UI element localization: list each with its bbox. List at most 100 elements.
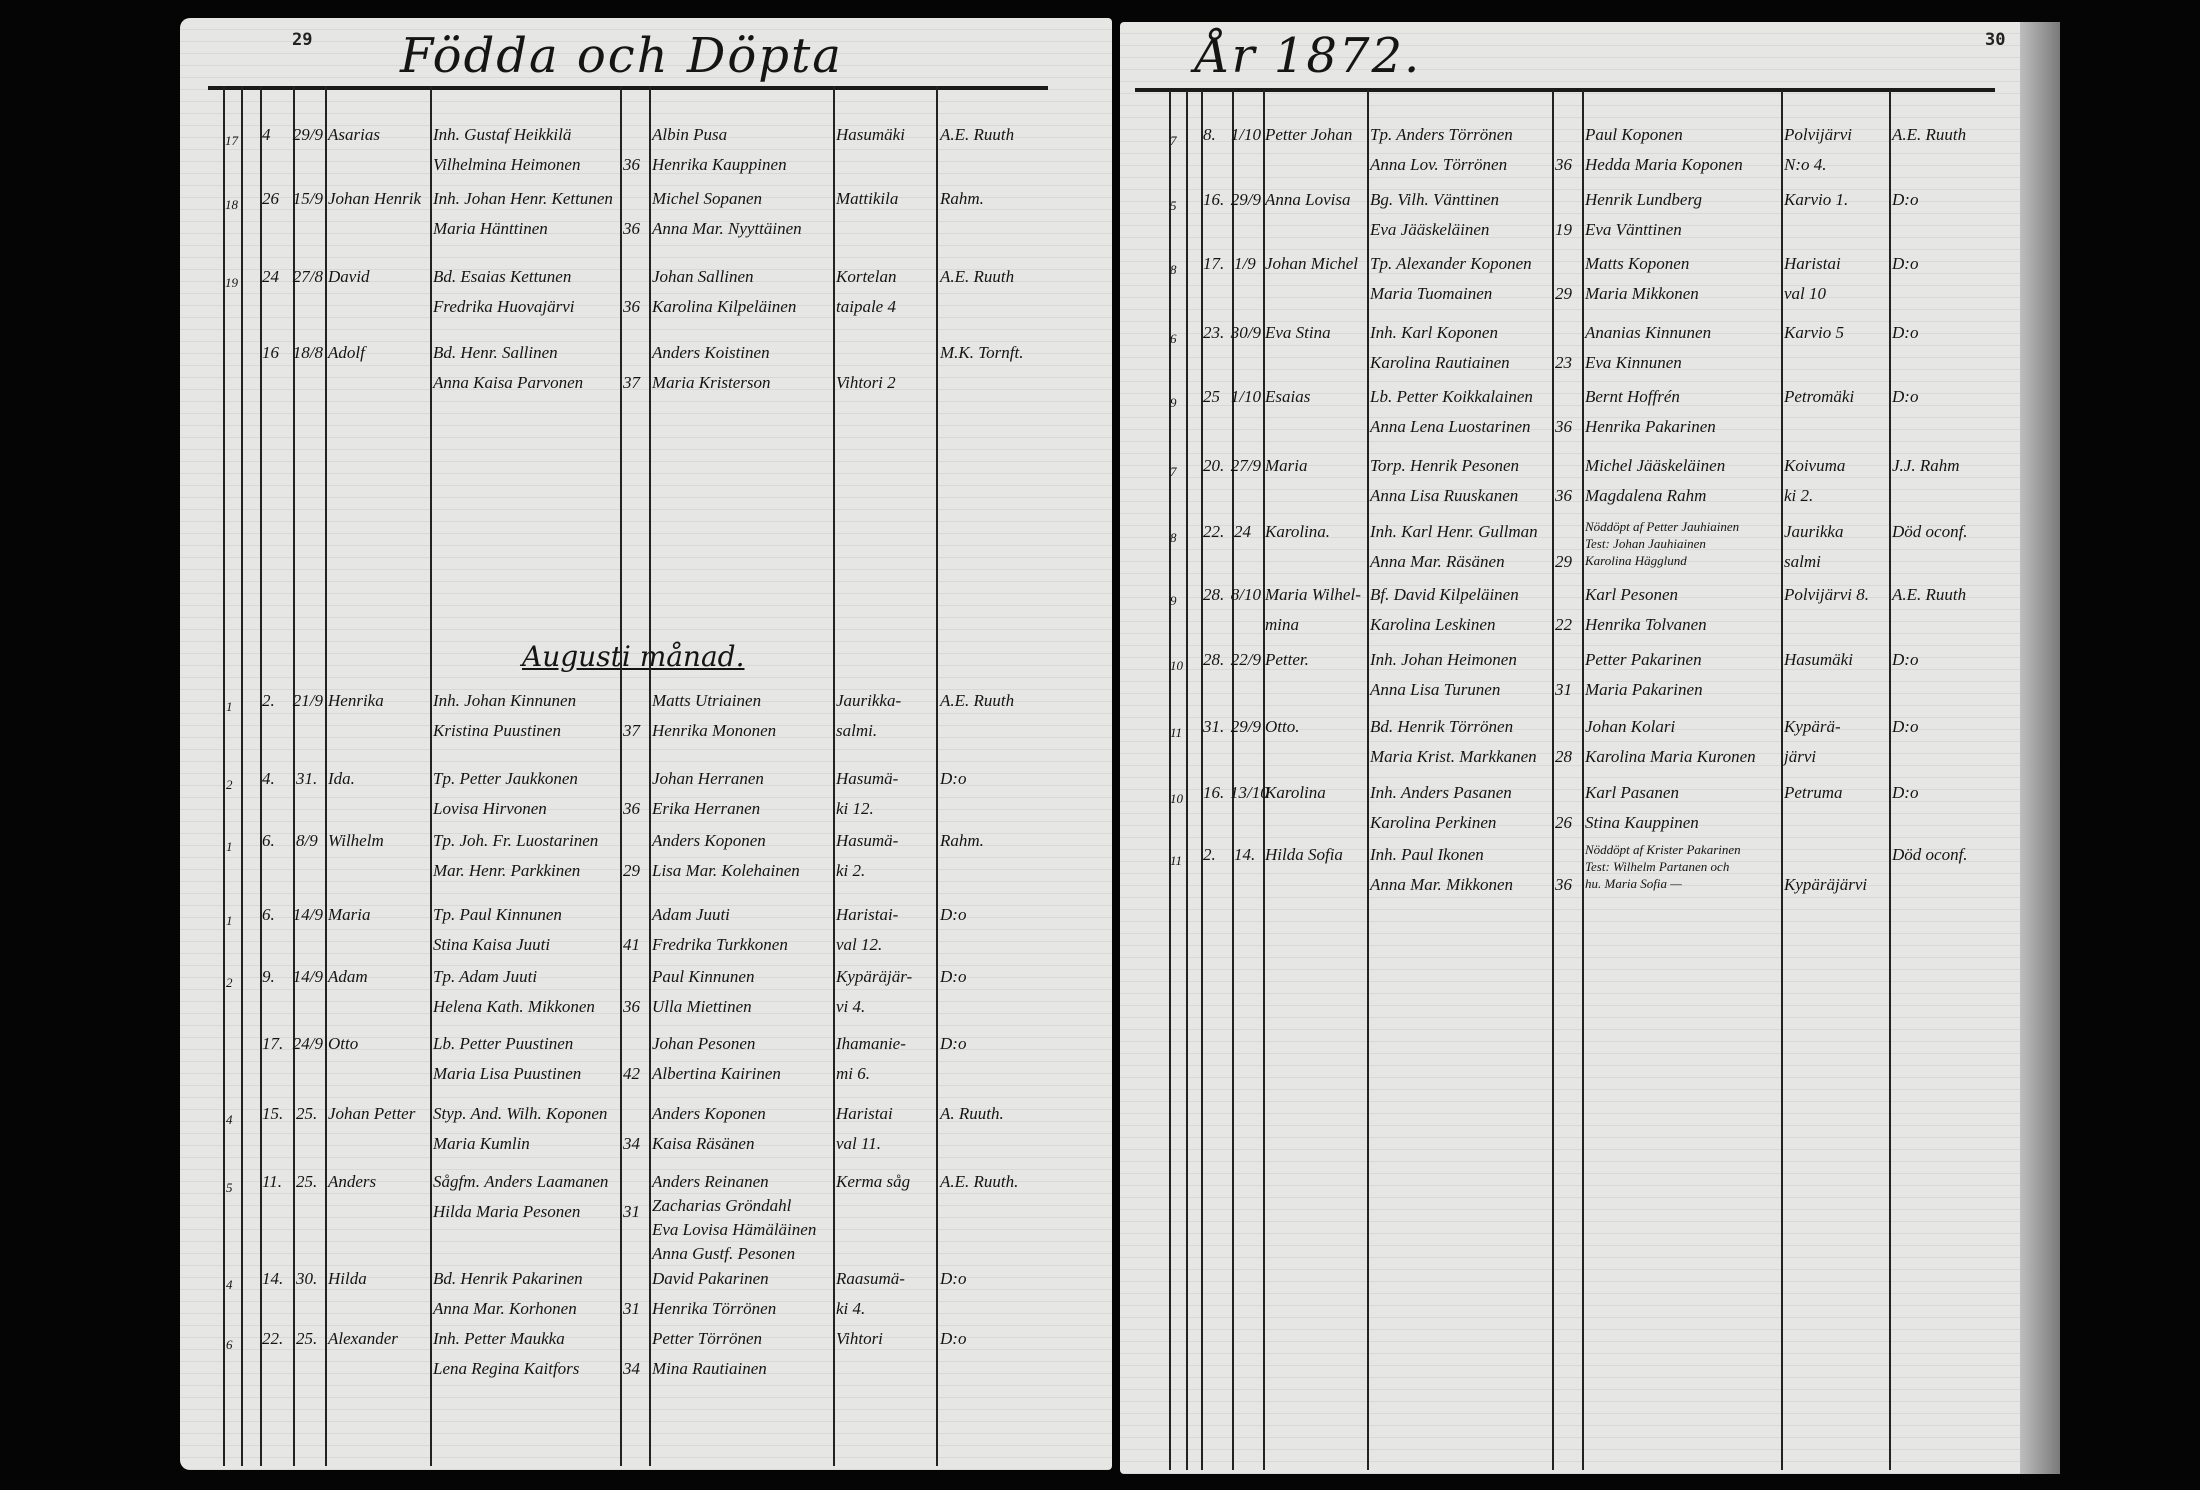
baptism-date: 1/10 [1230,125,1261,144]
baptism-date: 18/8 [292,343,323,362]
baptism-date: 8/10 [1230,585,1261,604]
birth-day: 6. [262,831,275,850]
village: järvi [1784,747,1817,766]
baptism-date: 14/9 [292,967,323,986]
child-name: Karolina [1265,783,1326,802]
birth-day: 4 [262,125,271,144]
entry-number: 5 [1170,198,1177,213]
right-header-rule [1135,88,1995,92]
village: Hasumäki [1784,650,1853,669]
village: Kerma såg [836,1172,911,1191]
father-name: Inh. Karl Koponen [1370,323,1498,342]
birth-day: 15. [262,1104,284,1123]
entry-number: 2 [226,777,233,792]
mother-age: 31 [623,1299,640,1318]
entry-number: 5 [226,1180,233,1195]
baptism-date: 25. [296,1172,318,1191]
mother-name: Maria Krist. Markkanen [1370,747,1537,766]
entry-number: 10 [1170,658,1183,673]
father-name: Inh. Johan Henr. Kettunen [433,189,613,208]
mother-name: Eva Jääskeläinen [1370,220,1490,239]
sponsor-name: Paul Koponen [1585,125,1683,144]
mother-age: 22 [1555,615,1572,634]
sponsor-name: Test: Johan Jauhiainen [1585,536,1706,551]
child-name: Anders [328,1172,377,1191]
father-name: Tp. Anders Törrönen [1370,125,1513,144]
mother-name: Anna Mar. Räsänen [1370,552,1505,571]
column-rule [430,86,432,1466]
column-rule [260,86,262,1466]
entry-number: 7 [1170,464,1177,479]
mother-name: Lena Regina Kaitfors [433,1359,580,1378]
sponsor-name: Maria Pakarinen [1585,680,1703,699]
baptism-date: 27/9 [1230,456,1261,475]
child-name: Maria [328,905,371,924]
village: Kortelan [836,267,897,286]
mother-age: 36 [623,799,640,818]
birth-day: 23. [1203,323,1225,342]
child-name: Ida. [328,769,355,788]
village: mi 6. [836,1064,870,1083]
child-name: Alexander [328,1329,398,1348]
birth-day: 25 [1203,387,1220,406]
officiant: Rahm. [940,189,984,208]
mother-name: Maria Hänttinen [433,219,548,238]
birth-day: 28. [1203,585,1225,604]
mother-name: Anna Lisa Ruuskanen [1370,486,1519,505]
baptism-date: 29/9 [1230,717,1261,736]
entry-number: 18 [225,197,238,212]
birth-day: 11. [262,1172,282,1191]
sponsor-name: Karolina Maria Kuronen [1585,747,1756,766]
entry-number: 1 [226,699,233,714]
page-edge-shadow [2020,22,2060,1474]
father-name: Sågfт. Anders Laamanen [433,1172,609,1191]
birth-day: 28. [1203,650,1225,669]
entry-number: 19 [225,275,238,290]
baptism-date: 13/10 [1230,783,1269,802]
sponsor-name: Erika Herranen [652,799,761,818]
father-name: Tp. Paul Kinnunen [433,905,562,924]
sponsor-name: Eva Kinnunen [1585,353,1682,372]
village: ki 2. [1784,486,1814,505]
sponsor-name: Anna Gustf. Pesonen [652,1244,796,1263]
column-rule [1201,90,1203,1470]
officiant: J.J. Rahm [1892,456,1960,475]
child-name: Otto. [1265,717,1300,736]
father-name: Bd. Henrik Törrönen [1370,717,1514,736]
village: ki 2. [836,861,866,880]
baptism-date: 15/9 [292,189,323,208]
sponsor-name: Maria Kristerson [652,373,771,392]
village: Polvijärvi 8. [1784,585,1869,604]
sponsor-name: Anders Koistinen [652,343,770,362]
officiant: A. Ruuth. [940,1104,1004,1123]
village: Raasumä- [836,1269,905,1288]
child-name: Johan Michel [1265,254,1358,273]
right-page-number: 30 [1985,30,2006,50]
father-name: Tp. Adam Juuti [433,967,538,986]
entry-number: 6 [226,1337,233,1352]
sponsor-name: Karolina Kilpeläinen [652,297,797,316]
mother-name: Vilhelmina Heimonen [433,155,581,174]
mother-name: Maria Lisa Puustinen [433,1064,582,1083]
sponsor-name: Johan Pesonen [652,1034,756,1053]
column-rule [936,86,938,1466]
village: Karvio 1. [1784,190,1849,209]
sponsor-name: Fredrika Turkkonen [652,935,788,954]
sponsor-name: Anders Koponen [652,831,766,850]
sponsor-name: Henrik Lundberg [1585,190,1702,209]
month-heading: Augusti månad. [522,640,745,673]
child-name: Hilda [328,1269,367,1288]
birth-day: 17. [262,1034,284,1053]
sponsor-name: Karolina Hägglund [1585,553,1687,568]
mother-age: 37 [623,373,640,392]
baptism-date: 27/8 [292,267,323,286]
sponsor-name: Petter Pakarinen [1585,650,1702,669]
column-rule [1582,90,1584,1470]
column-rule [1367,90,1369,1470]
column-rule [1263,90,1265,1470]
birth-day: 22. [262,1329,284,1348]
column-rule [223,86,225,1466]
father-name: Inh. Gustaf Heikkilä [433,125,572,144]
mother-age: 36 [1555,486,1572,505]
mother-name: Anna Lena Luostarinen [1370,417,1531,436]
